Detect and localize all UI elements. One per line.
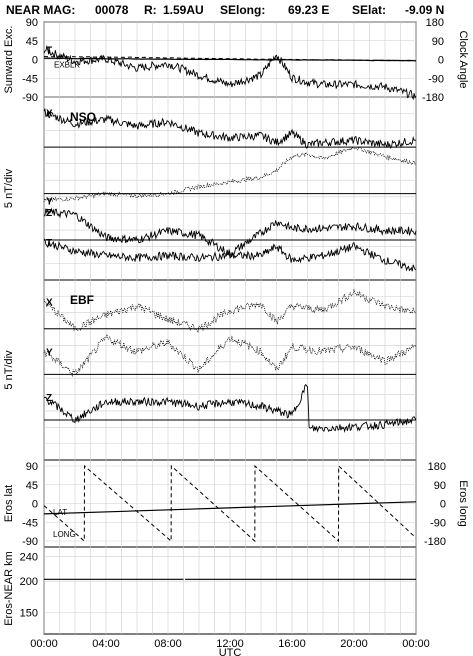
utc-xtick: 08:00 bbox=[154, 638, 182, 650]
header: NEAR MAG: 00078 R: 1.59AU SElong: 69.23 … bbox=[6, 3, 444, 17]
nso-trace-label-z: Z bbox=[46, 208, 52, 219]
utc-xtick: 12:00 bbox=[216, 638, 244, 650]
nso-trace-label-t: T bbox=[46, 46, 52, 57]
eros-km-ylabel: Eros-NEAR km bbox=[3, 551, 15, 626]
nso-ylabel: 5 nT/div bbox=[3, 168, 15, 208]
clock-ytick: -90 bbox=[428, 73, 444, 85]
nso-trace-label-x: X bbox=[46, 108, 53, 119]
eros-lat-series bbox=[43, 501, 417, 515]
header-selat-value: -9.09 N bbox=[405, 3, 444, 17]
header-day: 00078 bbox=[95, 3, 129, 17]
sunward-annotation: EXBLK bbox=[54, 61, 80, 70]
eros-lat-ytick: 45 bbox=[26, 480, 38, 492]
header-selat-label: SElat: bbox=[352, 3, 386, 17]
clock-ylabel: Clock Angle bbox=[457, 30, 469, 88]
ebf-trace-t bbox=[43, 238, 417, 272]
eros-km-ytick: 240 bbox=[20, 551, 38, 563]
utc-xtick: 00:00 bbox=[402, 638, 430, 650]
ebf-trace-x bbox=[43, 288, 417, 334]
clock-ytick: 180 bbox=[426, 17, 444, 29]
utc-xtick: 16:00 bbox=[278, 638, 306, 650]
grid-layer bbox=[43, 21, 417, 634]
sunward-series-1 bbox=[43, 57, 417, 62]
clock-ytick: 0 bbox=[438, 55, 444, 67]
sunward-ytick: 45 bbox=[26, 36, 38, 48]
ebf-ylabel: 5 nT/div bbox=[3, 350, 15, 390]
eros-long-ytick: -90 bbox=[430, 517, 446, 529]
ebf-panel-label: EBF bbox=[70, 293, 94, 307]
eros-lat-ytick: -90 bbox=[22, 536, 38, 548]
eros-km-ytick: 200 bbox=[20, 576, 38, 588]
eros-long-ytick: 0 bbox=[440, 499, 446, 511]
header-mission: NEAR MAG: bbox=[6, 3, 75, 17]
eros-long-ytick: 180 bbox=[428, 461, 446, 473]
eros-long-series bbox=[43, 464, 417, 543]
eros-lat-ylabel: Eros lat bbox=[3, 485, 15, 522]
eros-long-ytick: 90 bbox=[434, 480, 446, 492]
clock-ytick: -180 bbox=[422, 92, 444, 104]
ebf-trace-label-x: X bbox=[46, 297, 53, 308]
header-selong-value: 69.23 E bbox=[288, 3, 329, 17]
ebf-trace-label-y: Y bbox=[46, 348, 53, 359]
ebf-trace-z bbox=[43, 383, 417, 433]
label-layer: 90 45 0 -45 -90 180 90 0 -90 -180 Sunward Exc. Cloc… bbox=[3, 17, 469, 656]
eros-long-series-label: LONG bbox=[53, 530, 76, 539]
trace-layer bbox=[43, 45, 417, 580]
sunward-ytick: -90 bbox=[22, 92, 38, 104]
utc-xtick: 04:00 bbox=[92, 638, 120, 650]
ebf-trace-y bbox=[43, 333, 417, 378]
header-r-value: 1.59AU bbox=[163, 3, 204, 17]
clock-ytick: 90 bbox=[432, 36, 444, 48]
eros-long-ytick: -180 bbox=[424, 536, 446, 548]
eros-lat-ytick: 90 bbox=[26, 461, 38, 473]
sunward-ytick: 90 bbox=[26, 17, 38, 29]
sunward-ylabel: Sunward Exc. bbox=[3, 26, 15, 94]
eros-lat-series-label: LAT bbox=[53, 508, 67, 517]
ebf-trace-label-z: Z bbox=[46, 393, 52, 404]
header-r-label: R: bbox=[144, 3, 157, 17]
nso-panel-label: NSO bbox=[70, 110, 96, 124]
eros-long-ylabel: Eros long bbox=[457, 480, 469, 526]
utc-xtick: 20:00 bbox=[340, 638, 368, 650]
nso-trace-label-y: Y bbox=[46, 197, 53, 208]
eros-lat-ytick: -45 bbox=[22, 517, 38, 529]
sunward-ytick: -45 bbox=[22, 73, 38, 85]
utc-xlabel: UTC bbox=[219, 647, 242, 656]
nso-trace-t bbox=[43, 45, 417, 101]
header-selong-label: SElong: bbox=[220, 3, 265, 17]
nso-trace-x bbox=[43, 107, 416, 150]
sunward-ytick: 0 bbox=[32, 55, 38, 67]
eros-lat-ytick: 0 bbox=[32, 499, 38, 511]
ebf-trace-label-t: T bbox=[46, 238, 52, 249]
utc-xtick: 00:00 bbox=[30, 638, 58, 650]
eros-km-ytick: 150 bbox=[20, 607, 38, 619]
